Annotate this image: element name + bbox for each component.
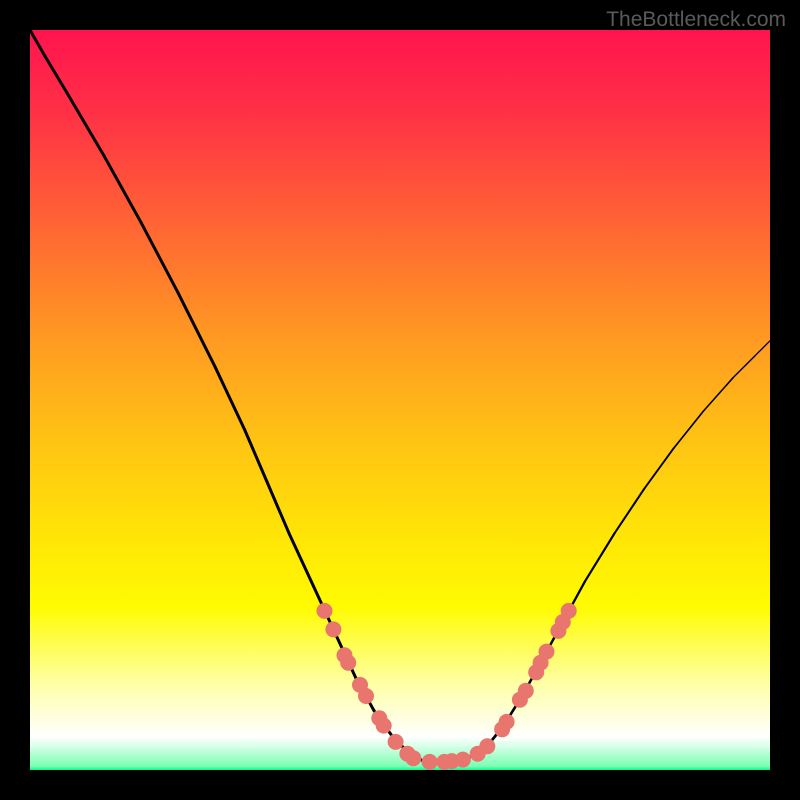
chart-background — [30, 30, 770, 770]
bottleneck-chart — [0, 0, 800, 800]
watermark-text: TheBottleneck.com — [606, 8, 786, 32]
